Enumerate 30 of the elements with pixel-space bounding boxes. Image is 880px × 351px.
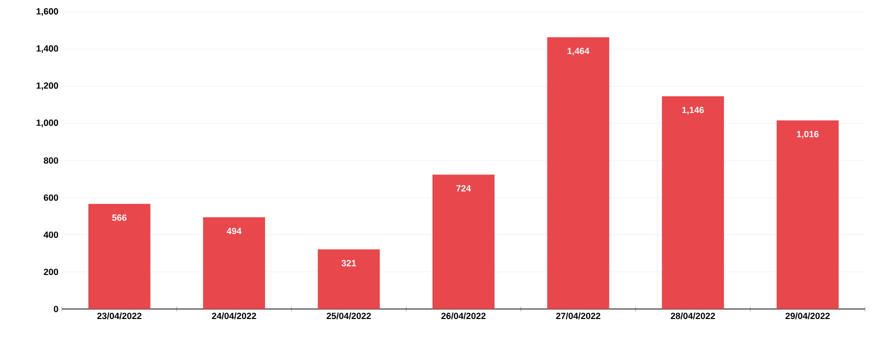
x-tick-label: 23/04/2022 — [97, 312, 142, 320]
x-tick-label: 27/04/2022 — [556, 312, 600, 320]
y-tick-label: 600 — [44, 194, 58, 201]
data-label: 566 — [112, 214, 127, 221]
data-label: 1,016 — [796, 130, 819, 139]
data-label: 321 — [342, 260, 356, 266]
y-tick-label: 1,000 — [36, 120, 58, 128]
bar — [88, 204, 150, 309]
x-tick-label: 28/04/2022 — [670, 312, 716, 320]
y-tick-label: 1,600 — [36, 8, 58, 16]
y-tick-label: 1,400 — [36, 45, 58, 53]
y-tick-label: 200 — [44, 268, 58, 276]
bar — [432, 174, 495, 309]
data-label: 1,146 — [682, 106, 704, 114]
bar — [203, 217, 266, 309]
y-tick-label: 1,200 — [36, 82, 58, 90]
y-tick-label: 400 — [44, 232, 58, 238]
y-tick-label: 0 — [54, 306, 58, 312]
bar — [776, 120, 839, 309]
x-tick-label: 24/04/2022 — [212, 312, 256, 320]
bar — [662, 96, 724, 309]
bar — [547, 37, 610, 309]
x-tick-label: 25/04/2022 — [326, 312, 371, 320]
data-label: 724 — [456, 185, 471, 192]
x-tick-label: 29/04/2022 — [786, 312, 830, 320]
y-tick-label: 800 — [44, 157, 58, 164]
x-tick-label: 26/04/2022 — [441, 312, 486, 320]
data-label: 494 — [226, 228, 242, 234]
bar — [318, 249, 380, 309]
data-label: 1,464 — [568, 48, 590, 56]
